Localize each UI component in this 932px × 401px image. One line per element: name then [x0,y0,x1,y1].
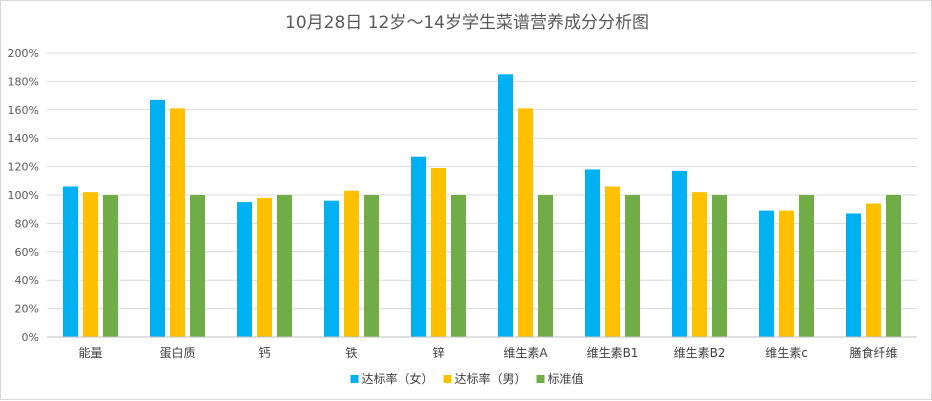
x-category-label: 维生素c [765,346,808,360]
y-tick-label: 120% [8,161,39,174]
bar-male [344,190,359,337]
legend-swatch [443,375,452,383]
bars [63,74,901,338]
bar-male [83,192,98,337]
x-category-label: 锌 [432,346,444,360]
y-tick-label: 80% [15,217,39,230]
bar-female [324,200,339,337]
legend-swatch [536,375,545,383]
y-tick-label: 200% [8,47,39,60]
y-tick-label: 160% [8,104,39,117]
x-axis-categories: 能量 蛋白质 钙 铁 锌 维生素A 维生素B1 维生素B2 维生素c 膳食纤维 [78,345,897,360]
y-tick-label: 100% [8,189,39,202]
bar-standard [364,195,379,337]
x-category-label: 维生素B1 [587,346,639,360]
bar-standard [451,195,466,337]
y-tick-label: 20% [15,303,39,316]
bar-male [779,210,794,337]
bar-male [866,203,881,337]
bar-female [585,169,600,337]
legend-label: 达标率（女） [362,371,434,386]
chart-title: 10月28日 12岁～14岁学生菜谱营养成分分析图 [285,13,649,33]
y-tick-label: 0% [22,331,39,344]
bar-female [498,74,513,338]
bar-female [237,202,252,337]
bar-male [431,168,446,337]
bar-male [605,186,620,337]
legend-label: 标准值 [548,371,584,386]
bar-standard [277,195,292,337]
bar-male [692,192,707,337]
legend-swatch [350,375,359,383]
x-category-label: 能量 [78,346,102,360]
bar-female [672,170,687,337]
bar-male [257,197,272,337]
bar-standard [712,195,727,337]
bar-standard [886,195,901,337]
x-category-label: 钙 [258,346,270,360]
bar-standard [190,195,205,337]
bar-male [170,108,185,337]
x-category-label: 膳食纤维 [849,345,897,360]
y-axis-ticks: 0% 20% 40% 60% 80% 100% 120% 140% 160% 180% 200% [8,47,39,344]
bar-female [411,156,426,337]
bar-female [63,186,78,337]
bar-male [518,108,533,337]
y-tick-label: 180% [8,75,39,88]
y-tick-label: 40% [15,274,39,287]
bar-female [150,99,165,337]
bar-female [846,213,861,337]
legend: 达标率（女） 达标率（男） 标准值 [350,371,584,386]
bar-standard [538,195,553,337]
bar-standard [799,195,814,337]
x-category-label: 维生素A [503,346,548,360]
x-category-label: 铁 [345,346,357,360]
bar-female [759,210,774,337]
x-category-label: 蛋白质 [159,345,195,360]
x-category-label: 维生素B2 [674,346,726,360]
y-tick-label: 140% [8,132,39,145]
bar-standard [625,195,640,337]
y-tick-label: 60% [15,246,39,259]
legend-label: 达标率（男） [455,371,527,386]
bar-standard [103,195,118,337]
